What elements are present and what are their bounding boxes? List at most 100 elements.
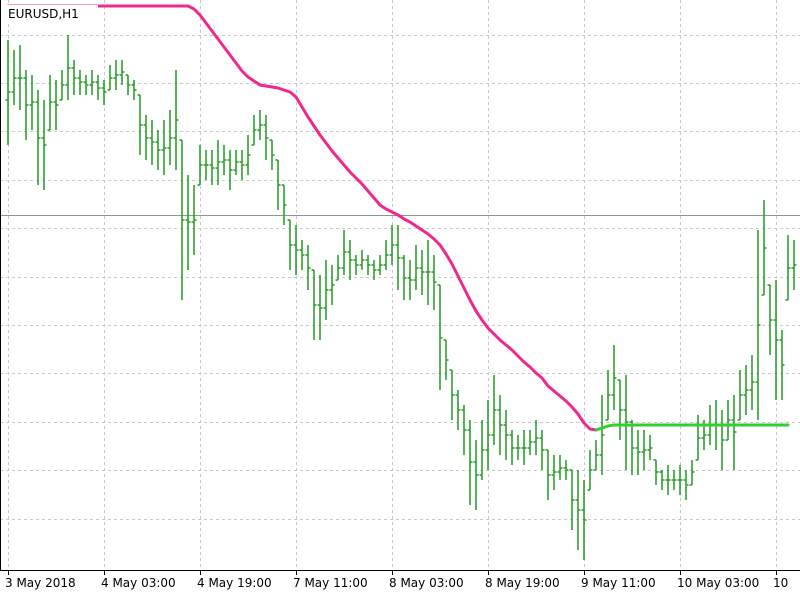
- ohlc-bar: [125, 74, 131, 95]
- ohlc-bar: [635, 430, 641, 475]
- ohlc-bar: [299, 240, 305, 270]
- ohlc-bar: [515, 435, 521, 460]
- x-tick-label: 9 May 11:00: [581, 576, 656, 590]
- ohlc-bar: [41, 100, 47, 190]
- ohlc-bar: [197, 145, 203, 186]
- ohlc-bar: [671, 470, 677, 490]
- ohlc-bar: [659, 470, 665, 490]
- ohlc-bar: [629, 420, 635, 475]
- ohlc-bar: [467, 420, 473, 505]
- ohlc-bar: [17, 45, 23, 110]
- ohlc-bar: [5, 40, 11, 145]
- ohlc-bar: [317, 275, 323, 340]
- ohlc-bar: [335, 255, 341, 281]
- ohlc-bar: [305, 245, 311, 290]
- ohlc-bar: [341, 230, 347, 275]
- indicator-line: [594, 423, 790, 432]
- ohlc-bar: [245, 135, 251, 175]
- ohlc-bar: [53, 80, 59, 130]
- ohlc-bar: [539, 430, 545, 470]
- ohlc-bar: [743, 365, 749, 415]
- ohlc-bar: [395, 225, 401, 290]
- chart-title: EURUSD,H1: [8, 7, 79, 21]
- ohlc-bar: [497, 395, 503, 455]
- ohlc-bar: [509, 430, 515, 465]
- ohlc-bar: [275, 159, 281, 210]
- ohlc-bar: [185, 175, 191, 270]
- ohlc-bar: [407, 260, 413, 300]
- ohlc-bar: [557, 455, 563, 480]
- ohlc-bar: [551, 455, 557, 490]
- ohlc-bar: [89, 70, 95, 95]
- ohlc-bar: [359, 250, 365, 270]
- grid: [0, 0, 800, 575]
- ohlc-bar: [473, 440, 479, 510]
- ohlc-bar: [281, 184, 287, 225]
- ohlc-bar: [491, 375, 497, 445]
- ohlc-bar: [461, 405, 467, 455]
- ohlc-bar: [251, 115, 257, 146]
- ohlc-bar: [779, 330, 785, 400]
- ohlc-bar: [617, 379, 623, 440]
- ohlc-bar: [401, 255, 407, 300]
- ohlc-bar: [365, 255, 371, 275]
- ohlc-bar: [749, 355, 755, 410]
- ohlc-bar: [503, 410, 509, 460]
- ohlc-bar: [101, 80, 107, 105]
- x-tick-label: 8 May 03:00: [389, 576, 464, 590]
- ohlc-bar: [221, 145, 227, 175]
- ohlc-bar: [203, 150, 209, 180]
- ohlc-bar: [593, 440, 599, 471]
- x-tick-label: 4 May 03:00: [101, 576, 176, 590]
- ohlc-bar: [731, 395, 737, 470]
- ohlc-bar: [773, 280, 779, 400]
- ohlc-bar: [353, 255, 359, 275]
- ohlc-bar: [521, 430, 527, 465]
- ohlc-bar: [107, 65, 113, 91]
- ohlc-bar: [77, 70, 83, 95]
- ohlc-bar: [347, 240, 353, 280]
- ohlc-bar: [449, 369, 455, 420]
- ohlc-bar: [173, 70, 179, 170]
- ohlc-bar: [59, 70, 65, 101]
- ohlc-bar: [533, 420, 539, 455]
- ohlc-bar: [761, 200, 767, 296]
- ohlc-bar: [269, 139, 275, 170]
- ohlc-bar: [791, 240, 797, 290]
- plot: [0, 4, 800, 560]
- ohlc-bar: [257, 110, 263, 140]
- ohlc-bar: [725, 400, 731, 441]
- ohlc-bar: [785, 235, 791, 301]
- x-tick-label: 8 May 19:00: [485, 576, 560, 590]
- ohlc-bar: [647, 435, 653, 460]
- ohlc-bar: [119, 60, 125, 85]
- ohlc-bar: [653, 459, 659, 485]
- ohlc-bar: [485, 400, 491, 470]
- ohlc-bar: [311, 269, 317, 340]
- ohlc-bar: [143, 115, 149, 160]
- x-tick-label: 10: [773, 576, 788, 590]
- x-tick-label: 4 May 19:00: [197, 576, 272, 590]
- ohlc-bar: [413, 245, 419, 290]
- ohlc-bar: [323, 260, 329, 320]
- ohlc-bar: [83, 75, 89, 95]
- ohlc-bar: [65, 35, 71, 100]
- ohlc-bar: [527, 430, 533, 455]
- ohlc-bar: [95, 75, 101, 100]
- ohlc-bar: [287, 219, 293, 270]
- ohlc-bar: [437, 284, 443, 390]
- x-tick-label: 3 May 2018: [5, 576, 76, 590]
- ohlc-bar: [209, 150, 215, 185]
- ohlc-bar: [155, 130, 161, 170]
- ohlc-bar: [23, 70, 29, 140]
- ohlc-bar: [665, 465, 671, 495]
- ohlc-bar: [191, 185, 197, 255]
- ohlc-bar: [329, 265, 335, 305]
- ohlc-bar: [479, 420, 485, 480]
- ohlc-bar: [149, 120, 155, 165]
- ohlc-bar: [611, 345, 617, 410]
- ohlc-bar: [383, 240, 389, 270]
- ohlc-bar: [227, 150, 233, 190]
